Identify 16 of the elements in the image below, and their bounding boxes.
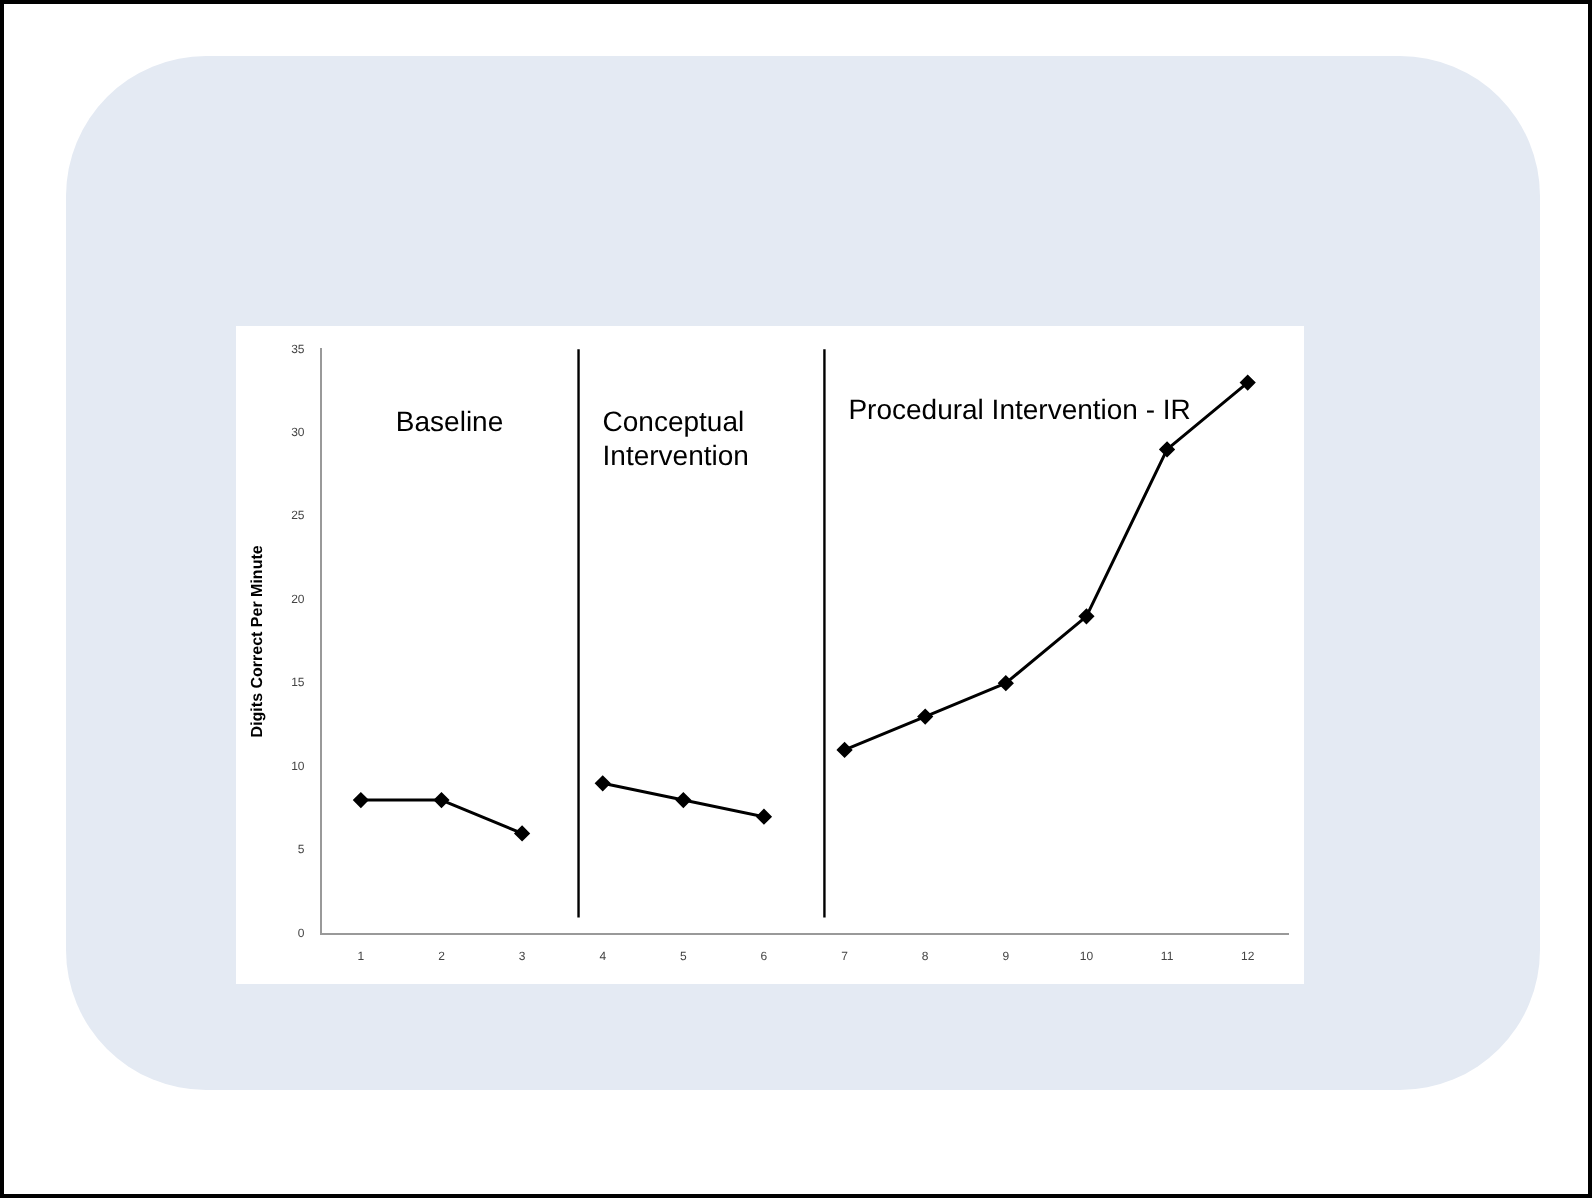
point <box>514 825 530 841</box>
point <box>917 709 933 725</box>
annotation: Baseline <box>395 404 504 437</box>
annotation: Procedural Intervention - IR <box>848 392 1191 425</box>
annotation: Conceptual Intervention <box>602 404 749 471</box>
point <box>1240 375 1256 391</box>
point <box>433 792 449 808</box>
y-axis-title: Digits Correct Per Minute <box>248 544 267 738</box>
point <box>675 792 691 808</box>
point <box>1078 608 1094 624</box>
point <box>1159 441 1175 457</box>
point <box>353 792 369 808</box>
point <box>595 775 611 791</box>
point <box>837 742 853 758</box>
point <box>756 809 772 825</box>
point <box>998 675 1014 691</box>
